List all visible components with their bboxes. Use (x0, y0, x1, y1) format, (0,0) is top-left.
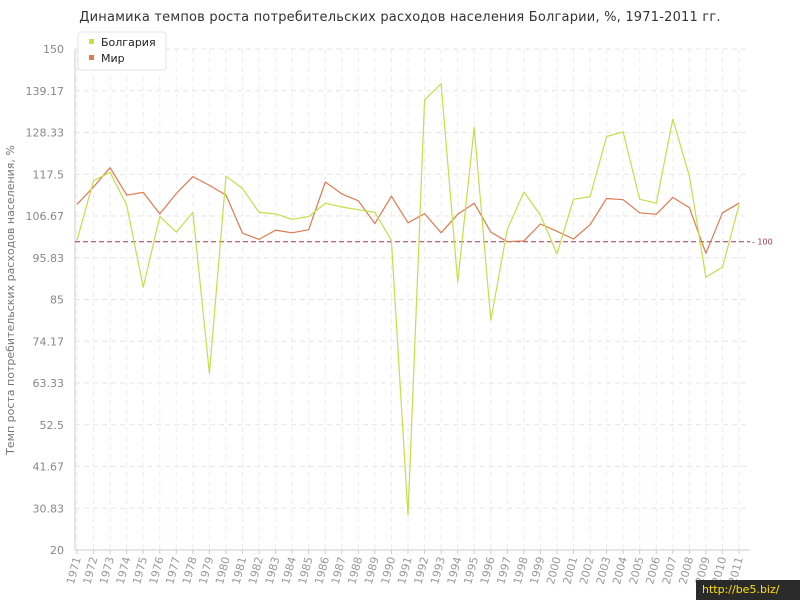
y-tick-label: 41.67 (33, 461, 65, 474)
y-tick-label: 63.33 (33, 377, 65, 390)
y-tick-label: 139.17 (26, 85, 65, 98)
y-tick-label: 128.33 (26, 127, 65, 140)
y-axis-ticks: 20 30.83 41.67 52.5 63.33 74.17 85 95.83 106.67 1… (26, 43, 65, 557)
y-axis-label: Темп роста потребительских расходов насе… (4, 145, 17, 456)
watermark: http://be5.biz/ (696, 580, 800, 600)
reference-line-label: - 100 (752, 238, 773, 247)
y-tick-label: 150 (43, 43, 64, 56)
series-group (76, 83, 740, 516)
y-tick-label: 74.17 (33, 335, 65, 348)
x-axis-ticks: 1971197219731974197519761977197819791980… (64, 550, 746, 586)
y-tick-label: 52.5 (40, 419, 65, 432)
legend: Болгария Мир (77, 31, 167, 71)
reference-line: - 100 (75, 238, 773, 247)
legend-box (77, 31, 167, 71)
series-line-world (76, 167, 740, 254)
y-tick-label: 95.83 (33, 252, 65, 265)
y-tick-label: 20 (50, 544, 64, 557)
legend-swatch-world (89, 55, 94, 60)
legend-swatch-bulgaria (89, 39, 94, 44)
grid-vertical (76, 49, 740, 550)
legend-label-world: Мир (101, 52, 125, 65)
chart-title: Динамика темпов роста потребительских ра… (79, 10, 721, 25)
legend-label-bulgaria: Болгария (101, 36, 156, 49)
y-tick-label: 30.83 (33, 502, 65, 515)
y-tick-label: 106.67 (26, 210, 65, 223)
y-tick-label: 85 (50, 294, 64, 307)
series-line-bulgaria (76, 83, 740, 516)
y-tick-label: 117.5 (33, 168, 65, 181)
